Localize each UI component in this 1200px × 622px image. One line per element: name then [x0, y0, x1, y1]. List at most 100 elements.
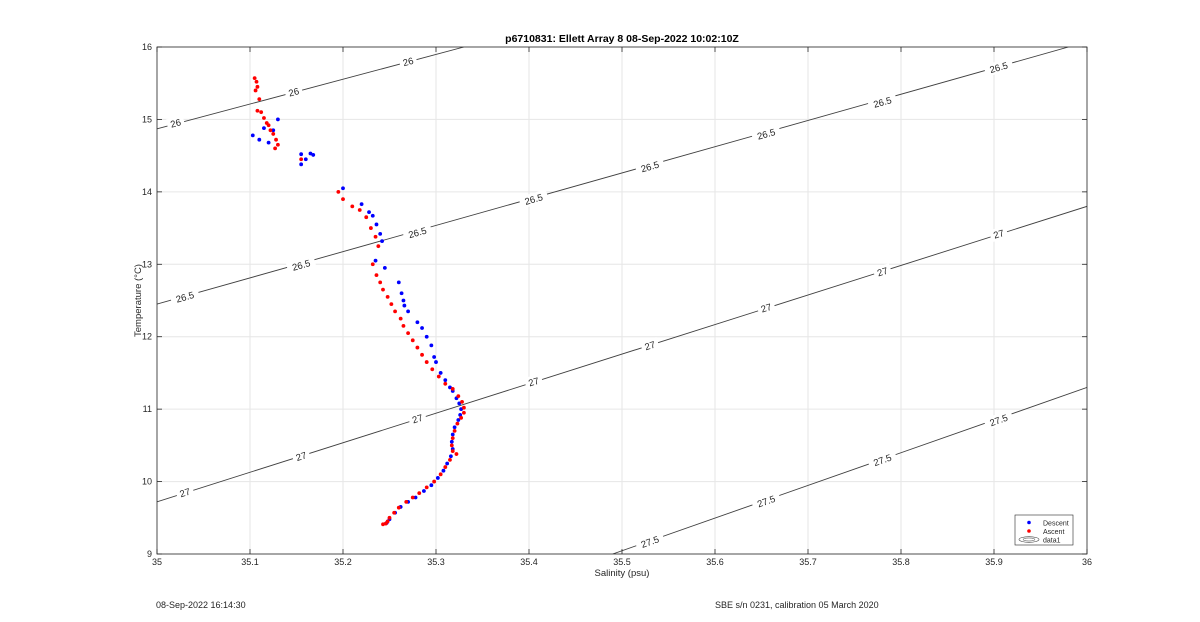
ascent-point: [410, 338, 415, 343]
descent-point: [402, 303, 407, 308]
descent-point: [406, 309, 410, 314]
contour-label-text: 26.5: [640, 160, 661, 176]
descent-point: [370, 213, 375, 218]
ascent-point: [271, 132, 276, 136]
x-tick-label: 35: [152, 557, 162, 567]
ascent-point: [387, 515, 392, 520]
ascent-point: [266, 123, 271, 128]
ascent-point: [254, 79, 259, 84]
descent-point: [378, 231, 383, 236]
contour-label: 26.5: [867, 92, 898, 112]
ascent-point: [374, 273, 379, 278]
descent-point: [303, 157, 308, 162]
ascent-point: [462, 405, 466, 410]
x-tick-label: 35.2: [334, 557, 352, 567]
descent-point: [373, 258, 378, 263]
ascent-point: [452, 428, 457, 433]
ascent-point: [378, 280, 383, 285]
contour-label-text: 27: [295, 450, 308, 464]
legend-contour-marker: [1018, 536, 1040, 543]
contour-label-text: 26: [169, 117, 182, 130]
ascent-point: [406, 331, 410, 335]
descent-point: [459, 407, 464, 412]
contour-label: 27: [174, 484, 195, 501]
descent-point: [266, 140, 271, 145]
legend-box: [1014, 514, 1074, 546]
contour-label: 27: [988, 225, 1009, 243]
ascent-point: [396, 505, 401, 510]
descent-point: [432, 355, 437, 359]
descent-point: [359, 202, 364, 207]
legend-marker: [1027, 529, 1031, 533]
descent-point: [435, 476, 440, 480]
contour-label: 26: [283, 83, 304, 100]
contour-label-text: 26.5: [872, 95, 893, 111]
contour-label: 27: [523, 373, 544, 390]
contour-label-text: 27: [992, 228, 1005, 242]
ascent-point: [462, 410, 466, 415]
ascent-point: [276, 142, 280, 147]
legend-label: data1: [1043, 538, 1061, 545]
contour-label-text: 27: [876, 266, 889, 280]
contour-label-text: 27: [411, 413, 424, 427]
contour-label-text: 26.5: [524, 192, 545, 208]
contour-label-text: 26.5: [291, 258, 312, 274]
contour-label-text: 26: [287, 86, 300, 99]
ascent-point: [268, 128, 273, 133]
legend-contour-marker: [1022, 537, 1036, 542]
ascent-point: [350, 204, 355, 209]
ascent-point: [341, 197, 345, 202]
ascent-point: [299, 157, 304, 162]
contour-label: 26.5: [402, 222, 433, 243]
descent-point: [311, 153, 316, 157]
ascent-point: [404, 499, 409, 504]
ascent-point: [357, 208, 362, 212]
descent-point: [396, 280, 401, 285]
legend-marker: [1027, 520, 1031, 525]
ascent-point: [370, 262, 375, 267]
ascent-point: [398, 316, 403, 321]
x-tick-label: 36: [1082, 557, 1092, 567]
ascent-point: [381, 287, 385, 292]
ascent-point: [448, 457, 452, 462]
descent-point: [450, 432, 455, 437]
ascent-point: [336, 189, 341, 194]
descent-point: [380, 239, 384, 244]
y-tick-label: 10: [142, 477, 152, 487]
ascent-point: [436, 374, 441, 379]
ascent-point: [443, 381, 448, 386]
descent-point: [424, 334, 429, 339]
ascent-point: [255, 108, 260, 113]
ascent-point: [393, 309, 397, 314]
contour-label: 26: [398, 53, 418, 70]
ascent-point: [438, 472, 443, 477]
contour-label: 26.5: [750, 124, 782, 144]
contour-label-text: 26.5: [756, 127, 777, 143]
descent-point: [438, 371, 443, 375]
ascent-point: [253, 88, 258, 93]
contour-label: 27: [756, 299, 777, 317]
x-tick-label: 35.7: [799, 557, 817, 567]
contour-label: 26.5: [634, 156, 666, 177]
descent-point: [374, 222, 379, 227]
descent-point: [413, 495, 418, 500]
descent-point: [367, 210, 371, 215]
ascent-point: [450, 436, 455, 441]
descent-point: [429, 343, 434, 348]
descent-point: [250, 133, 255, 138]
contour-label: 26.5: [983, 57, 1014, 77]
contour-label: 27: [639, 337, 660, 354]
descent-point: [299, 162, 304, 167]
descent-point: [399, 291, 404, 296]
y-tick-label: 13: [142, 259, 152, 269]
ascent-point: [262, 116, 266, 120]
contour-label: 26.5: [169, 287, 201, 307]
ascent-point: [410, 495, 415, 500]
descent-point: [299, 152, 304, 157]
contour-label: 27: [872, 263, 893, 280]
series-descent: [250, 117, 464, 525]
ticks: [156, 46, 1088, 555]
ascent-point: [456, 394, 461, 399]
contour-label: 27: [407, 410, 428, 427]
x-tick-label: 35.3: [427, 557, 445, 567]
